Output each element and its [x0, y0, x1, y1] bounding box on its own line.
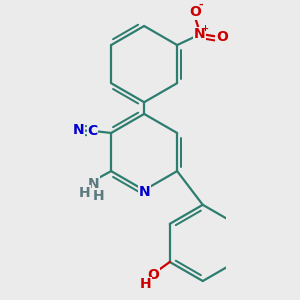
Text: +: +: [201, 24, 208, 33]
Text: N: N: [73, 123, 85, 137]
Text: -: -: [198, 0, 203, 10]
Text: H: H: [92, 189, 104, 203]
Text: H: H: [139, 277, 151, 291]
Text: O: O: [147, 268, 159, 282]
Text: C: C: [87, 124, 98, 138]
Text: O: O: [189, 5, 201, 19]
Text: H: H: [79, 186, 91, 200]
Text: N: N: [88, 177, 99, 191]
Text: O: O: [216, 30, 228, 44]
Text: N: N: [194, 28, 205, 41]
Text: N: N: [138, 185, 150, 200]
